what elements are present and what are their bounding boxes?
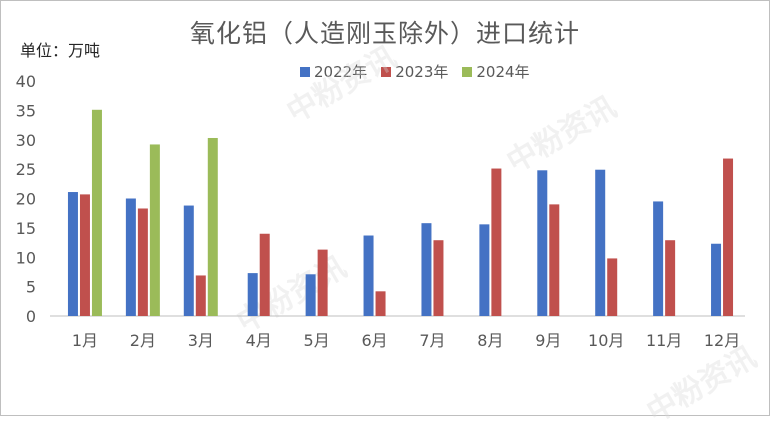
x-tick-label: 11月 [646, 331, 682, 350]
x-tick-label: 1月 [72, 331, 98, 350]
x-tick-label: 12月 [704, 331, 740, 350]
legend-label-2023: 2023年 [395, 63, 449, 81]
legend-label-2024: 2024年 [476, 63, 530, 81]
y-tick-label: 15 [16, 219, 36, 238]
y-tick-label: 10 [16, 248, 36, 267]
bar-2022-6 [363, 235, 374, 316]
legend-item-2022: 2022年 [300, 61, 367, 82]
bar-2022-5 [305, 274, 316, 316]
x-tick-label: 8月 [477, 331, 503, 350]
legend-swatch-2024 [462, 66, 473, 77]
bar-2023-6 [375, 291, 386, 316]
x-tick-label: 5月 [304, 331, 330, 350]
bar-chart: 0 5 10 15 20 25 30 35 40 1月 2月 3月 4月 5月 6月 7月 8月 9月 10月 11月… [16, 72, 745, 350]
x-tick-label: 3月 [188, 331, 214, 350]
bar-2023-9 [549, 204, 560, 316]
unit-label: 单位：万吨 [20, 41, 101, 60]
bar-2022-12 [711, 243, 722, 316]
legend-item-2024: 2024年 [462, 61, 530, 82]
y-tick-label: 30 [16, 131, 36, 150]
legend-swatch-2023 [381, 66, 392, 77]
bar-2024-3 [207, 137, 218, 316]
bar-2023-7 [433, 240, 444, 316]
bar-2022-11 [653, 201, 664, 316]
y-tick-label: 0 [26, 307, 36, 326]
y-tick-label: 5 [26, 278, 36, 297]
bar-2023-3 [195, 275, 206, 316]
bar-2024-2 [149, 144, 160, 316]
chart-title: 氧化铝（人造刚玉除外）进口统计 [189, 19, 580, 48]
y-tick-label: 20 [16, 190, 36, 209]
bar-2022-7 [421, 223, 432, 316]
bar-2022-3 [183, 205, 194, 316]
x-tick-label: 4月 [246, 331, 272, 350]
bar-2024-1 [91, 109, 102, 316]
bar-2022-8 [479, 224, 490, 316]
legend-label-2022: 2022年 [314, 63, 368, 81]
x-tick-label: 10月 [588, 331, 624, 350]
bar-2023-8 [491, 168, 502, 316]
x-tick-label: 6月 [361, 331, 387, 350]
bar-2023-5 [317, 249, 328, 316]
bar-2023-2 [137, 208, 148, 316]
y-tick-label: 25 [16, 160, 36, 179]
bar-2023-4 [259, 233, 270, 316]
bar-2022-2 [125, 198, 136, 316]
x-tick-label: 9月 [535, 331, 561, 350]
x-tick-label: 2月 [130, 331, 156, 350]
bar-2023-10 [607, 258, 618, 316]
x-tick-label: 7月 [419, 331, 445, 350]
bar-2023-12 [723, 158, 734, 316]
y-tick-label: 40 [16, 72, 36, 91]
bar-2022-1 [67, 192, 78, 316]
bar-2022-4 [247, 273, 258, 316]
bar-2023-1 [79, 194, 90, 316]
legend: 2022年 2023年 2024年 [300, 61, 530, 82]
bar-2022-10 [595, 169, 606, 316]
bar-2022-9 [537, 170, 548, 316]
y-tick-label: 35 [16, 101, 36, 120]
bar-2023-11 [665, 240, 676, 316]
legend-item-2023: 2023年 [381, 61, 448, 82]
legend-swatch-2022 [300, 66, 310, 77]
